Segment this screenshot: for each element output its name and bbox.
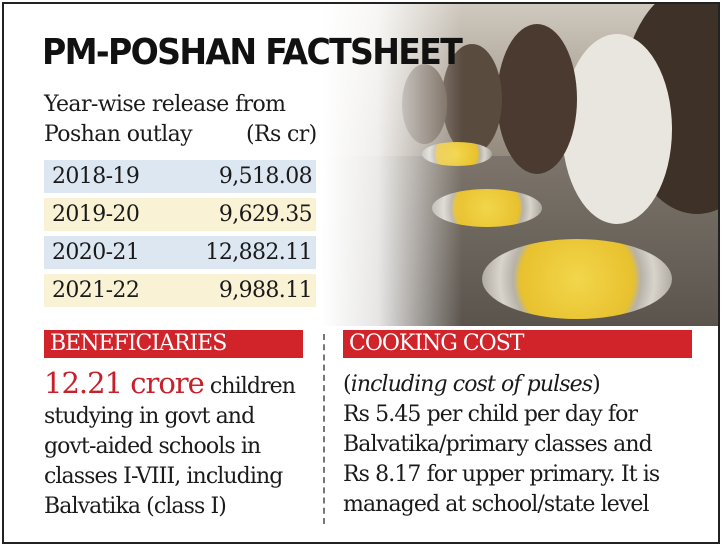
- column-divider: [323, 334, 325, 524]
- food-plate: [482, 239, 672, 319]
- cooking-cost-text: (including cost of pulses) Rs 5.45 per c…: [343, 372, 660, 517]
- children-eating-photo: [322, 4, 718, 326]
- release-subtitle: Year-wise release from Poshan outlay (Rs…: [44, 90, 317, 150]
- amount-cell: 12,882.11: [205, 240, 312, 265]
- child-figure: [562, 34, 672, 224]
- table-row: 2021-22 9,988.11: [44, 274, 316, 307]
- beneficiaries-highlight: 12.21 crore: [44, 366, 205, 400]
- amount-cell: 9,988.11: [218, 278, 313, 303]
- beneficiaries-text: 12.21 crore children studying in govt an…: [44, 366, 296, 519]
- page-title: PM-POSHAN FACTSHEET: [42, 32, 463, 73]
- year-cell: 2018-19: [52, 164, 140, 189]
- child-figure: [497, 24, 577, 174]
- beneficiaries-heading: BENEFICIARIES: [44, 330, 303, 358]
- amount-cell: 9,518.08: [218, 164, 313, 189]
- unit-label: (Rs cr): [246, 122, 317, 147]
- cooking-cost-heading: COOKING COST: [343, 330, 692, 358]
- pulses-note: including cost of pulses: [350, 372, 593, 397]
- year-cell: 2021-22: [52, 278, 140, 303]
- year-cell: 2020-21: [52, 240, 140, 265]
- table-row: 2018-19 9,518.08: [44, 160, 316, 193]
- release-table: 2018-19 9,518.08 2019-20 9,629.35 2020-2…: [44, 160, 316, 312]
- table-row: 2019-20 9,629.35: [44, 198, 316, 231]
- year-cell: 2019-20: [52, 202, 140, 227]
- amount-cell: 9,629.35: [218, 202, 313, 227]
- table-row: 2020-21 12,882.11: [44, 236, 316, 269]
